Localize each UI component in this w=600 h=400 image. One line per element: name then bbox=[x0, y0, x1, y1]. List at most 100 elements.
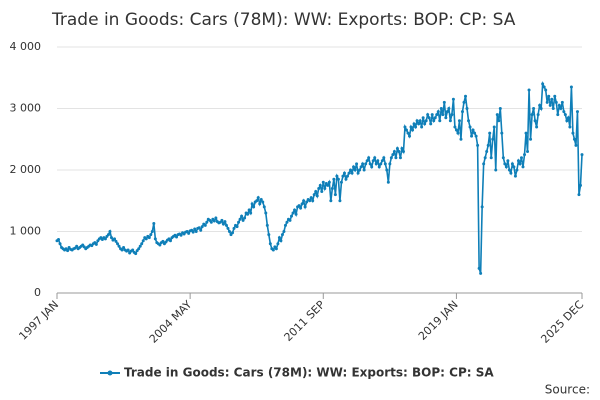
point bbox=[420, 125, 424, 129]
point bbox=[566, 116, 570, 120]
point bbox=[403, 125, 407, 129]
point bbox=[538, 103, 542, 107]
point bbox=[479, 271, 483, 275]
point bbox=[320, 190, 324, 194]
point bbox=[501, 156, 505, 160]
point bbox=[112, 237, 116, 241]
point bbox=[256, 196, 260, 200]
x-tick-label: 2004 MAY bbox=[147, 298, 195, 346]
point bbox=[175, 235, 179, 239]
point bbox=[386, 180, 390, 184]
point bbox=[541, 82, 545, 86]
point bbox=[406, 131, 410, 135]
point bbox=[57, 237, 61, 241]
point bbox=[385, 168, 389, 172]
point bbox=[476, 143, 480, 147]
point bbox=[131, 248, 135, 252]
point bbox=[474, 134, 478, 138]
point bbox=[352, 165, 356, 169]
point bbox=[288, 218, 292, 222]
point bbox=[432, 119, 436, 123]
point bbox=[519, 156, 523, 160]
point bbox=[323, 186, 327, 190]
point bbox=[483, 156, 487, 160]
point bbox=[572, 137, 576, 141]
point bbox=[427, 116, 431, 120]
point bbox=[557, 103, 561, 107]
point bbox=[137, 247, 141, 251]
point bbox=[542, 85, 546, 89]
point bbox=[315, 194, 319, 198]
point bbox=[293, 208, 297, 212]
point bbox=[332, 177, 336, 181]
point bbox=[108, 230, 112, 233]
point bbox=[268, 242, 272, 246]
point bbox=[209, 220, 213, 224]
point bbox=[453, 125, 457, 129]
point bbox=[237, 220, 241, 224]
point bbox=[544, 88, 548, 92]
point bbox=[412, 122, 416, 126]
point bbox=[556, 113, 560, 117]
point bbox=[444, 116, 448, 120]
point bbox=[438, 119, 442, 123]
point bbox=[462, 100, 466, 104]
point bbox=[451, 97, 455, 101]
y-tick-label: 4 000 bbox=[10, 40, 42, 53]
point bbox=[495, 113, 499, 117]
point bbox=[282, 230, 286, 233]
point bbox=[279, 239, 283, 243]
point bbox=[529, 137, 533, 141]
point bbox=[153, 237, 157, 241]
point bbox=[395, 146, 399, 150]
line bbox=[56, 80, 583, 274]
point bbox=[448, 119, 452, 123]
point bbox=[471, 128, 475, 132]
point bbox=[426, 113, 430, 117]
point bbox=[336, 177, 340, 181]
point bbox=[205, 220, 209, 224]
point bbox=[500, 131, 504, 135]
point bbox=[467, 119, 471, 123]
point bbox=[349, 168, 353, 172]
point bbox=[250, 202, 254, 206]
point bbox=[262, 205, 266, 209]
point bbox=[409, 125, 413, 129]
point bbox=[533, 119, 537, 123]
point bbox=[388, 162, 392, 166]
point bbox=[429, 122, 433, 126]
point bbox=[223, 220, 227, 224]
point bbox=[149, 233, 153, 237]
point bbox=[498, 107, 502, 110]
chart-title: Trade in Goods: Cars (78M): WW: Exports:… bbox=[51, 10, 516, 30]
point bbox=[575, 110, 579, 114]
point bbox=[140, 242, 144, 246]
point bbox=[308, 199, 312, 203]
point bbox=[305, 200, 309, 204]
point bbox=[456, 131, 460, 135]
x-tick-label: 2019 JAN bbox=[416, 298, 461, 343]
point bbox=[480, 205, 484, 209]
point bbox=[232, 226, 236, 230]
point bbox=[240, 214, 244, 218]
point bbox=[367, 156, 371, 160]
point bbox=[415, 119, 419, 123]
point bbox=[353, 168, 357, 172]
point bbox=[246, 212, 250, 216]
point bbox=[347, 171, 351, 175]
point bbox=[468, 125, 472, 129]
point bbox=[274, 247, 278, 251]
point bbox=[197, 226, 201, 230]
point bbox=[303, 205, 307, 209]
point bbox=[368, 162, 372, 166]
point bbox=[507, 168, 511, 172]
point bbox=[521, 165, 525, 169]
point bbox=[383, 162, 387, 166]
point bbox=[243, 216, 247, 220]
point bbox=[335, 174, 339, 178]
point bbox=[433, 116, 437, 120]
point bbox=[277, 236, 281, 240]
point bbox=[494, 168, 498, 172]
point bbox=[523, 153, 527, 157]
